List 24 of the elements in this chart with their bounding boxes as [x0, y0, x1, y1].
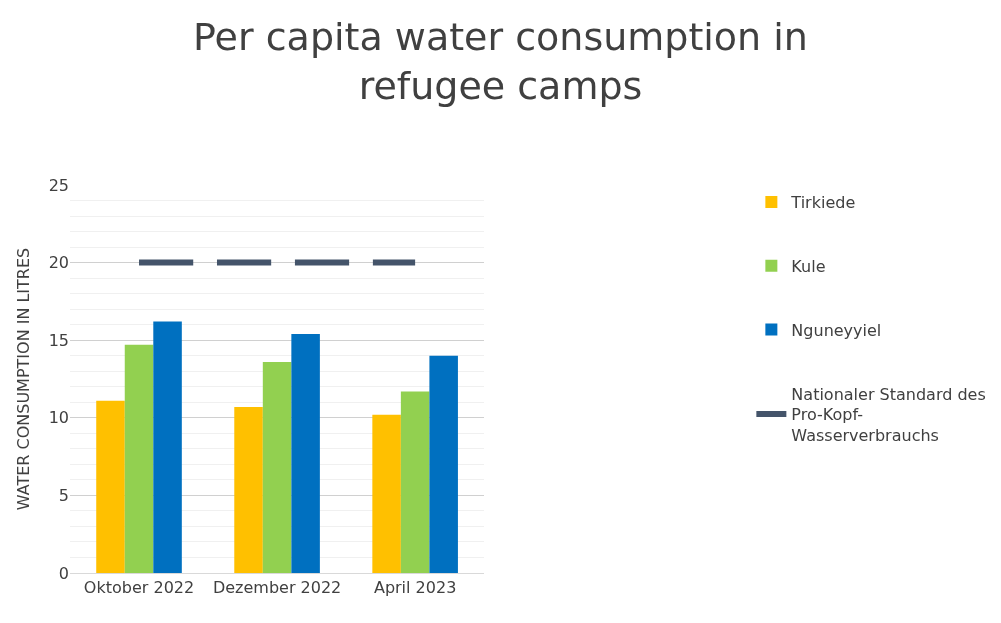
- legend-label: Kule: [791, 256, 826, 276]
- x-tick-label: April 2023: [373, 578, 457, 598]
- x-tick-label: Oktober 2022: [83, 578, 195, 598]
- legend-label: Nationaler Standard des Pro-Kopf-Wasserverbrauchs: [791, 384, 986, 446]
- y-tick-label: 0: [58, 563, 69, 583]
- bar: [372, 414, 401, 573]
- y-tick-label: 20: [48, 253, 69, 273]
- legend-label: Nguneyyiel: [791, 320, 882, 340]
- y-tick-label: 5: [58, 486, 69, 505]
- y-tick-label: 10: [48, 408, 69, 428]
- y-axis-title: WATER CONSUMPTION IN LITRES: [13, 247, 33, 511]
- y-tick-label: 15: [48, 330, 69, 350]
- bar: [234, 406, 263, 573]
- bar: [429, 355, 458, 573]
- bar: [153, 321, 182, 573]
- chart-title: Per capita water consumption in refugee camps: [193, 14, 808, 109]
- bar: [124, 344, 154, 573]
- bar: [262, 361, 292, 573]
- bar: [400, 391, 430, 573]
- x-tick-label: Dezember 2022: [212, 578, 342, 598]
- bar: [291, 333, 320, 573]
- bar: [96, 400, 125, 573]
- legend-label: Tirkiede: [790, 193, 856, 213]
- y-tick-label: 25: [48, 175, 69, 195]
